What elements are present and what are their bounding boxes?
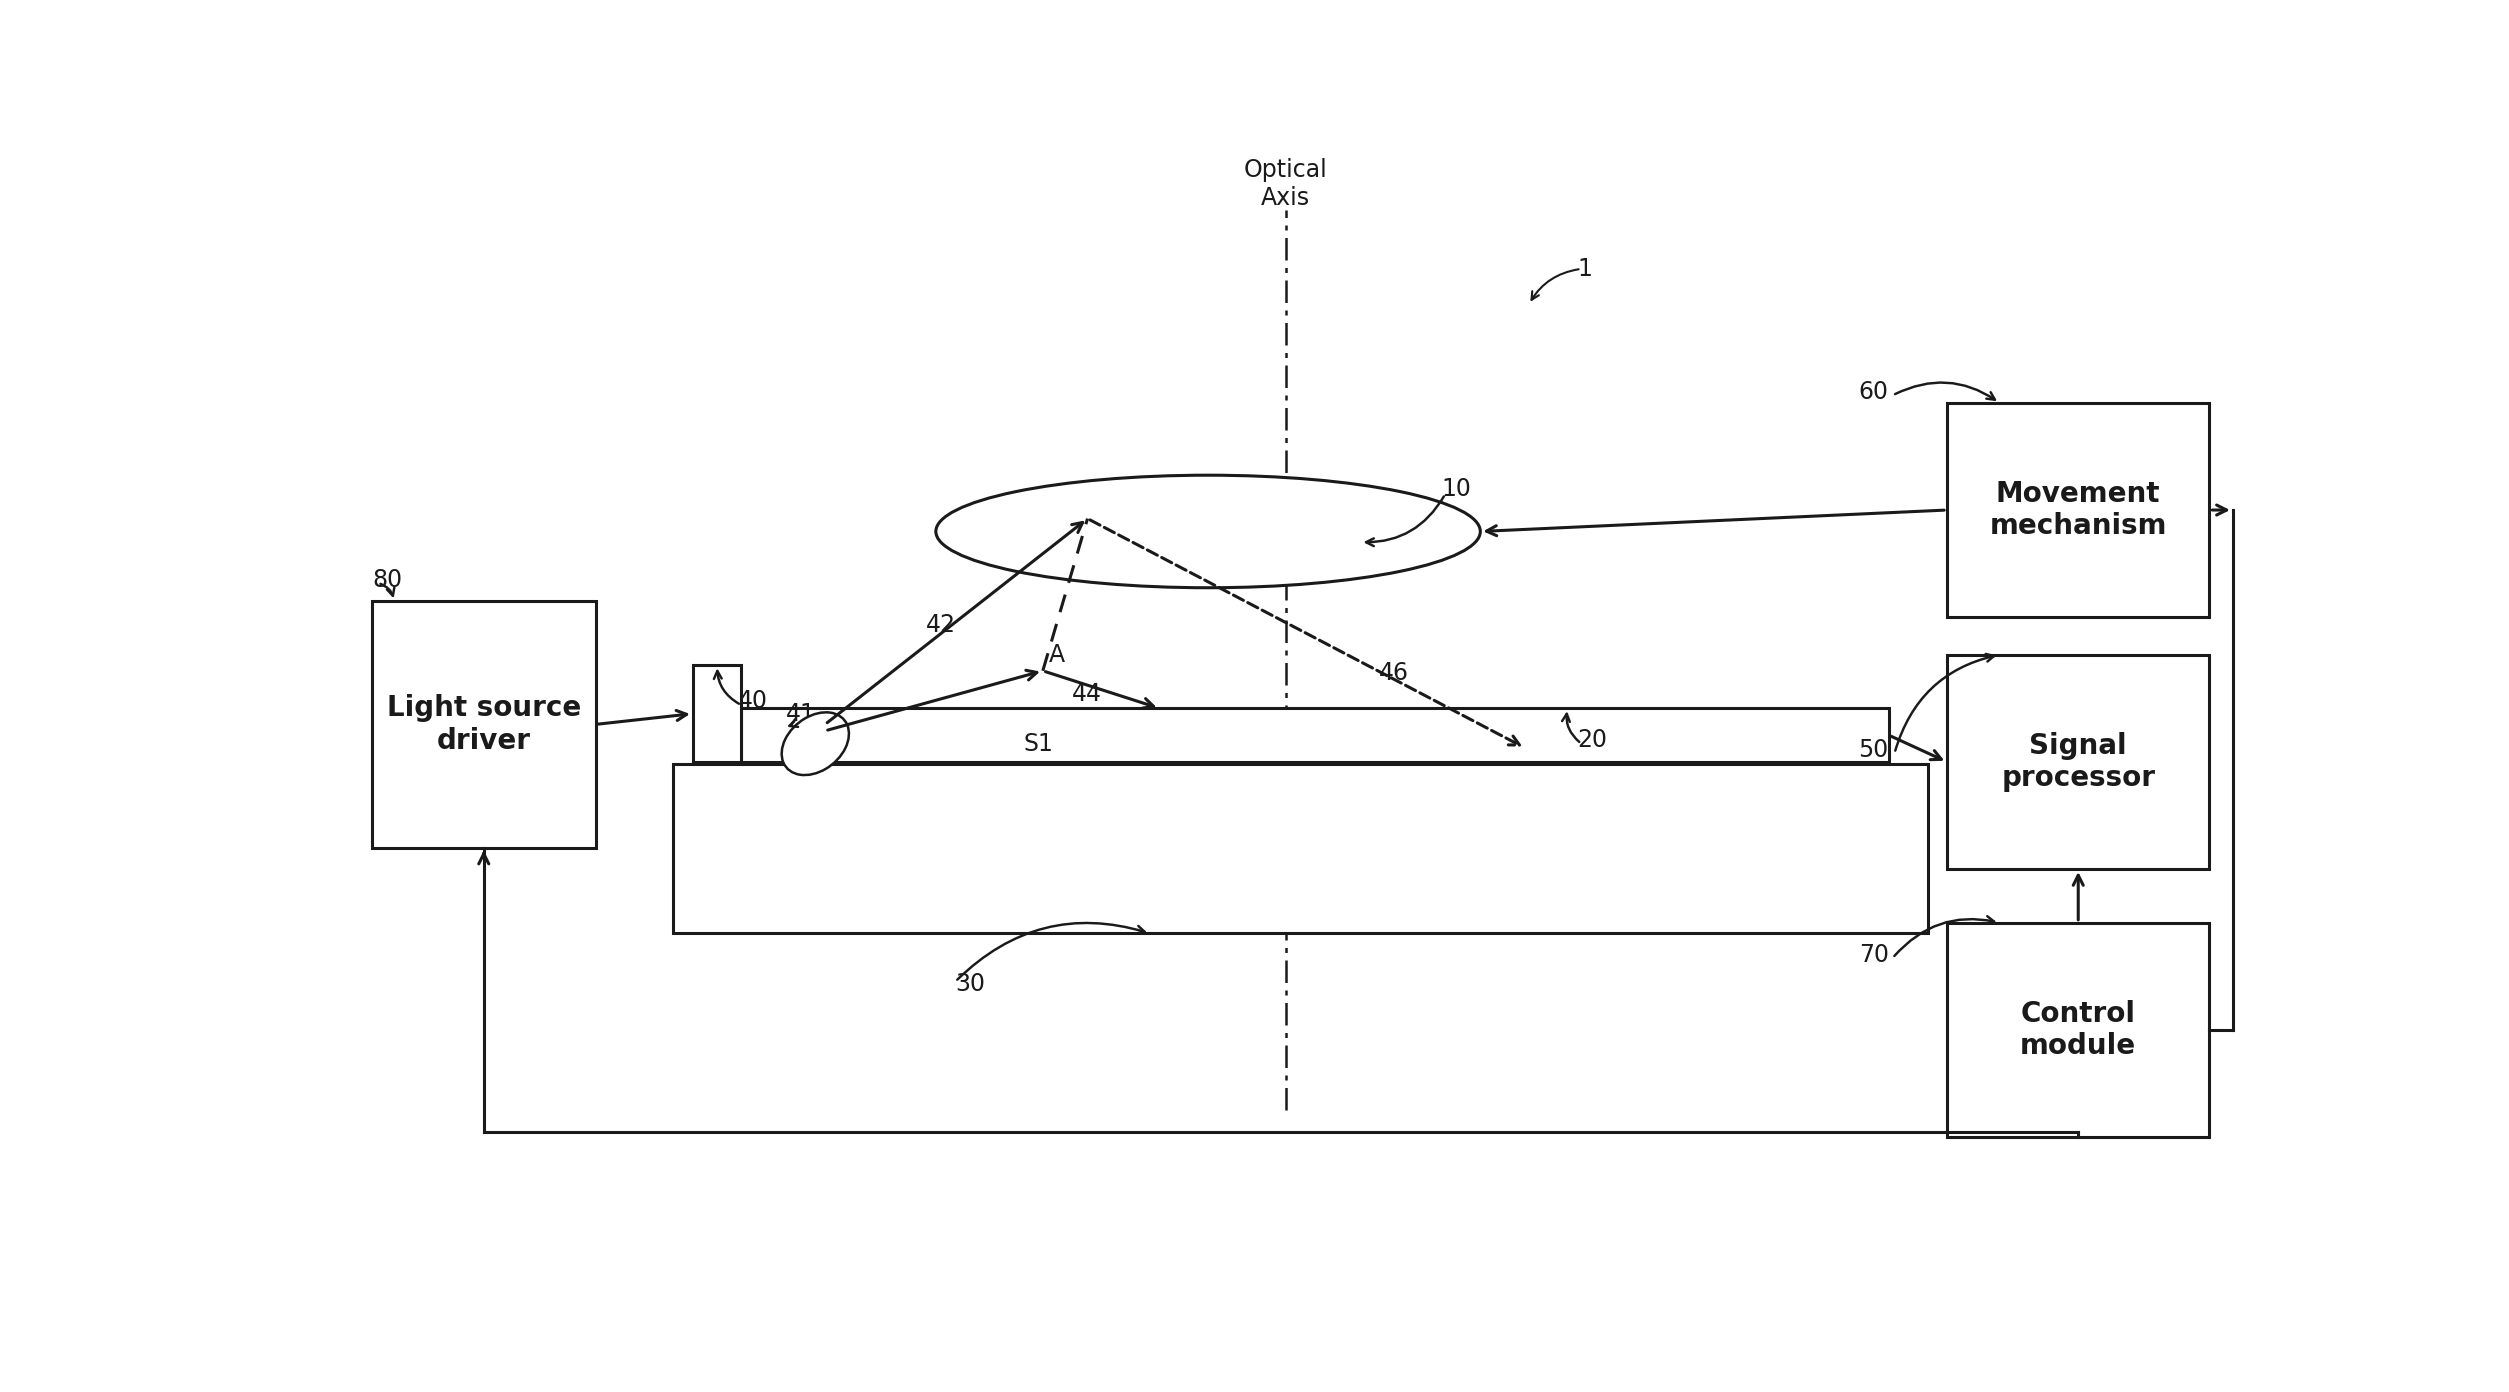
Text: 80: 80 — [371, 568, 401, 592]
Bar — [1947, 654, 2210, 869]
Text: B: B — [1091, 487, 1106, 511]
Bar — [1947, 923, 2210, 1137]
Bar — [1947, 402, 2210, 617]
Text: 10: 10 — [1440, 476, 1470, 501]
Bar — [672, 764, 1927, 934]
Text: 70: 70 — [1859, 942, 1889, 967]
Ellipse shape — [936, 475, 1480, 587]
Ellipse shape — [783, 713, 848, 775]
Text: Optical
Axis: Optical Axis — [1244, 159, 1327, 210]
Text: 44: 44 — [1071, 682, 1101, 706]
Text: 42: 42 — [926, 612, 956, 636]
Bar — [743, 709, 1889, 761]
Text: Movement
mechanism: Movement mechanism — [1990, 480, 2168, 540]
Text: 1: 1 — [1578, 258, 1593, 281]
Text: 30: 30 — [956, 972, 986, 995]
Text: 46: 46 — [1380, 661, 1410, 685]
Text: S1: S1 — [1024, 732, 1054, 756]
Text: Light source
driver: Light source driver — [386, 695, 582, 754]
Bar — [371, 601, 595, 848]
Text: Signal
processor: Signal processor — [2002, 732, 2155, 792]
Text: A: A — [1049, 643, 1064, 667]
Text: 60: 60 — [1859, 380, 1889, 404]
Text: 41: 41 — [785, 702, 815, 725]
Text: 20: 20 — [1578, 728, 1608, 753]
Text: Control
module: Control module — [2020, 999, 2135, 1061]
Text: 40: 40 — [738, 689, 768, 713]
Text: 50: 50 — [1859, 738, 1889, 763]
Bar — [692, 665, 743, 761]
